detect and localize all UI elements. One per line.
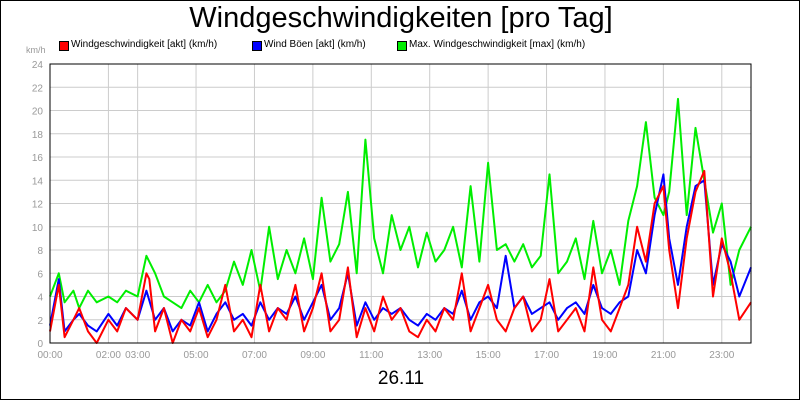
x-tick-label: 21:00 bbox=[651, 350, 676, 361]
series-line-0 bbox=[49, 169, 752, 344]
y-tick-label: 18 bbox=[32, 130, 44, 141]
y-tick-label: 6 bbox=[37, 269, 43, 280]
x-tick-label: 02:00 bbox=[96, 350, 121, 361]
legend-swatch-max bbox=[397, 41, 407, 51]
legend-swatch-actual bbox=[59, 41, 69, 51]
x-tick-label: 09:00 bbox=[300, 350, 325, 361]
x-tick-label: 11:00 bbox=[359, 350, 384, 361]
y-tick-label: 8 bbox=[37, 246, 43, 257]
y-tick-label: 24 bbox=[32, 60, 44, 71]
x-tick-label: 03:00 bbox=[125, 350, 150, 361]
x-tick-label: 23:00 bbox=[709, 350, 734, 361]
y-axis-unit: km/h bbox=[26, 45, 46, 55]
y-tick-label: 2 bbox=[37, 316, 43, 327]
legend-label-gusts: Wind Böen [akt] (km/h) bbox=[264, 39, 366, 50]
y-tick-label: 4 bbox=[37, 293, 43, 304]
y-tick-label: 10 bbox=[32, 223, 44, 234]
y-tick-label: 12 bbox=[32, 200, 44, 211]
y-tick-label: 22 bbox=[32, 83, 44, 94]
x-tick-label: 19:00 bbox=[592, 350, 617, 361]
grid-lines bbox=[49, 63, 751, 344]
x-tick-label: 07:00 bbox=[242, 350, 267, 361]
y-tick-label: 16 bbox=[32, 153, 44, 164]
x-tick-label: 00:00 bbox=[37, 350, 62, 361]
x-axis-date-label: 26.11 bbox=[377, 368, 425, 389]
x-tick-labels: 00:00 02:00 03:00 05:00 07:00 09:00 11:00 13:00… bbox=[37, 350, 734, 361]
legend-swatch-gusts bbox=[252, 41, 262, 51]
series-line-2 bbox=[49, 97, 752, 310]
x-tick-label: 05:00 bbox=[184, 350, 209, 361]
legend-label-max: Max. Windgeschwindigkeit [max] (km/h) bbox=[409, 39, 586, 50]
plot-border bbox=[49, 63, 752, 344]
y-tick-label: 20 bbox=[32, 107, 44, 118]
chart-title: Windgeschwindigkeiten [pro Tag] bbox=[189, 2, 613, 34]
y-tick-label: 14 bbox=[32, 176, 44, 187]
series-layer bbox=[49, 97, 752, 344]
y-tick-label: 0 bbox=[37, 339, 43, 350]
x-tick-label: 17:00 bbox=[534, 350, 559, 361]
x-tick-label: 13:00 bbox=[417, 350, 442, 361]
legend-label-actual: Windgeschwindigkeit [akt] (km/h) bbox=[71, 39, 218, 50]
x-tick-label: 15:00 bbox=[476, 350, 501, 361]
